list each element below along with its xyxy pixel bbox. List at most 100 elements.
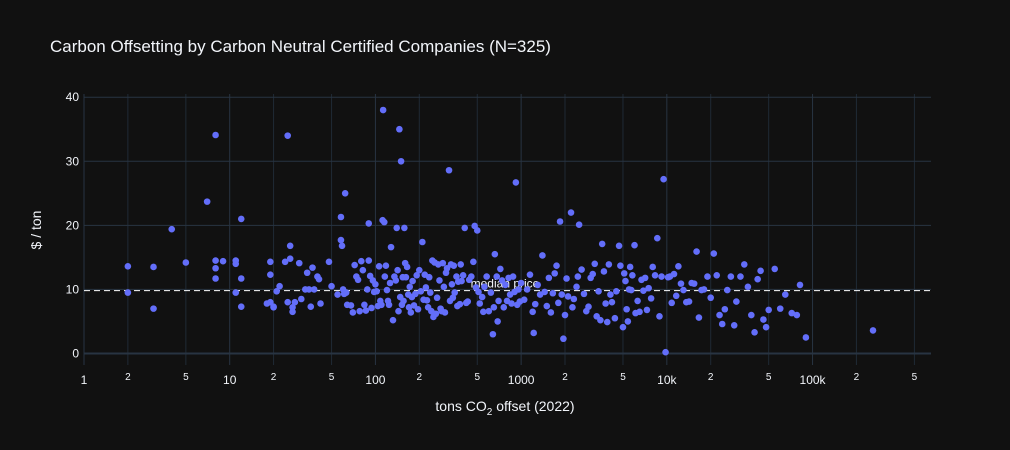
- data-point: [403, 263, 411, 271]
- chart-title: Carbon Offsetting by Carbon Neutral Cert…: [50, 37, 551, 56]
- data-point: [560, 335, 567, 343]
- data-point: [276, 282, 283, 290]
- data-point: [303, 269, 311, 277]
- data-point: [793, 311, 801, 319]
- data-point: [733, 298, 740, 305]
- data-point: [457, 261, 465, 268]
- data-point: [267, 258, 274, 266]
- data-point: [284, 132, 291, 139]
- data-point: [483, 273, 490, 280]
- data-point: [328, 282, 335, 290]
- data-point: [489, 330, 497, 338]
- data-point: [212, 275, 219, 282]
- data-point: [378, 301, 385, 309]
- data-point: [512, 179, 520, 186]
- y-tick-label: 0: [72, 346, 79, 360]
- data-point: [426, 289, 434, 296]
- data-point: [647, 295, 655, 302]
- data-point: [693, 248, 700, 255]
- data-point: [448, 280, 456, 288]
- data-point: [286, 255, 294, 262]
- data-point: [470, 258, 477, 266]
- data-point: [382, 262, 390, 269]
- data-point: [305, 286, 313, 293]
- data-point: [402, 273, 410, 281]
- data-point: [461, 224, 469, 232]
- y-tick-label: 20: [66, 218, 80, 232]
- data-point: [459, 272, 467, 279]
- data-point: [232, 289, 240, 296]
- data-point: [473, 227, 481, 234]
- data-point: [291, 298, 299, 306]
- data-point: [760, 316, 767, 323]
- data-point: [375, 263, 383, 270]
- data-point: [273, 288, 280, 295]
- data-point: [396, 125, 403, 133]
- data-point: [361, 301, 368, 309]
- data-point: [495, 297, 502, 305]
- data-point: [237, 215, 245, 223]
- data-point: [267, 271, 274, 278]
- data-point: [531, 300, 539, 308]
- data-point: [690, 280, 698, 287]
- data-point: [685, 298, 693, 305]
- data-point: [395, 307, 402, 315]
- data-point: [802, 334, 810, 341]
- data-point: [658, 273, 665, 280]
- x-axis-title: tons CO2 offset (2022): [435, 398, 574, 418]
- data-point: [605, 261, 613, 268]
- data-point: [748, 311, 755, 319]
- data-point: [631, 241, 638, 249]
- data-point: [334, 291, 341, 298]
- data-point: [561, 311, 569, 319]
- data-point: [342, 289, 350, 296]
- data-point: [150, 305, 157, 312]
- x-tick-label: 10: [223, 373, 237, 387]
- data-point: [668, 299, 676, 307]
- data-point: [150, 263, 157, 271]
- data-point: [362, 307, 370, 314]
- data-point: [341, 190, 349, 197]
- data-point: [651, 272, 659, 279]
- data-point: [564, 293, 572, 300]
- data-point: [754, 275, 761, 283]
- grid: [83, 94, 931, 365]
- x-axis-title-sub: 2: [487, 407, 493, 418]
- data-point: [440, 283, 448, 291]
- data-point: [309, 264, 316, 271]
- data-point: [704, 273, 711, 280]
- data-point: [574, 273, 582, 280]
- data-point: [458, 277, 465, 285]
- data-point: [578, 266, 585, 273]
- x-tick-label: 2: [417, 372, 423, 383]
- data-point: [634, 297, 641, 305]
- data-point: [124, 263, 132, 270]
- data-point: [543, 302, 551, 310]
- data-point: [368, 304, 375, 312]
- data-point: [765, 306, 772, 314]
- data-point: [237, 275, 245, 282]
- data-point: [413, 272, 420, 279]
- data-point: [407, 309, 415, 316]
- data-point: [526, 271, 534, 278]
- data-point: [422, 284, 430, 291]
- data-point: [500, 304, 508, 311]
- x-tick-label: 5: [183, 372, 189, 383]
- data-point: [449, 294, 457, 302]
- data-point: [337, 236, 345, 244]
- data-point: [730, 321, 738, 329]
- data-point: [541, 288, 548, 296]
- data-point: [530, 329, 538, 337]
- data-point: [710, 250, 718, 257]
- data-point: [622, 277, 629, 285]
- data-point: [310, 286, 318, 293]
- data-point: [517, 279, 525, 287]
- data-point: [653, 234, 661, 242]
- data-point: [338, 242, 346, 250]
- data-point: [433, 294, 441, 302]
- scatter-points: [124, 106, 877, 356]
- data-point: [212, 257, 219, 264]
- data-point: [620, 270, 628, 277]
- data-point: [295, 259, 303, 267]
- y-tick-label: 10: [66, 282, 80, 296]
